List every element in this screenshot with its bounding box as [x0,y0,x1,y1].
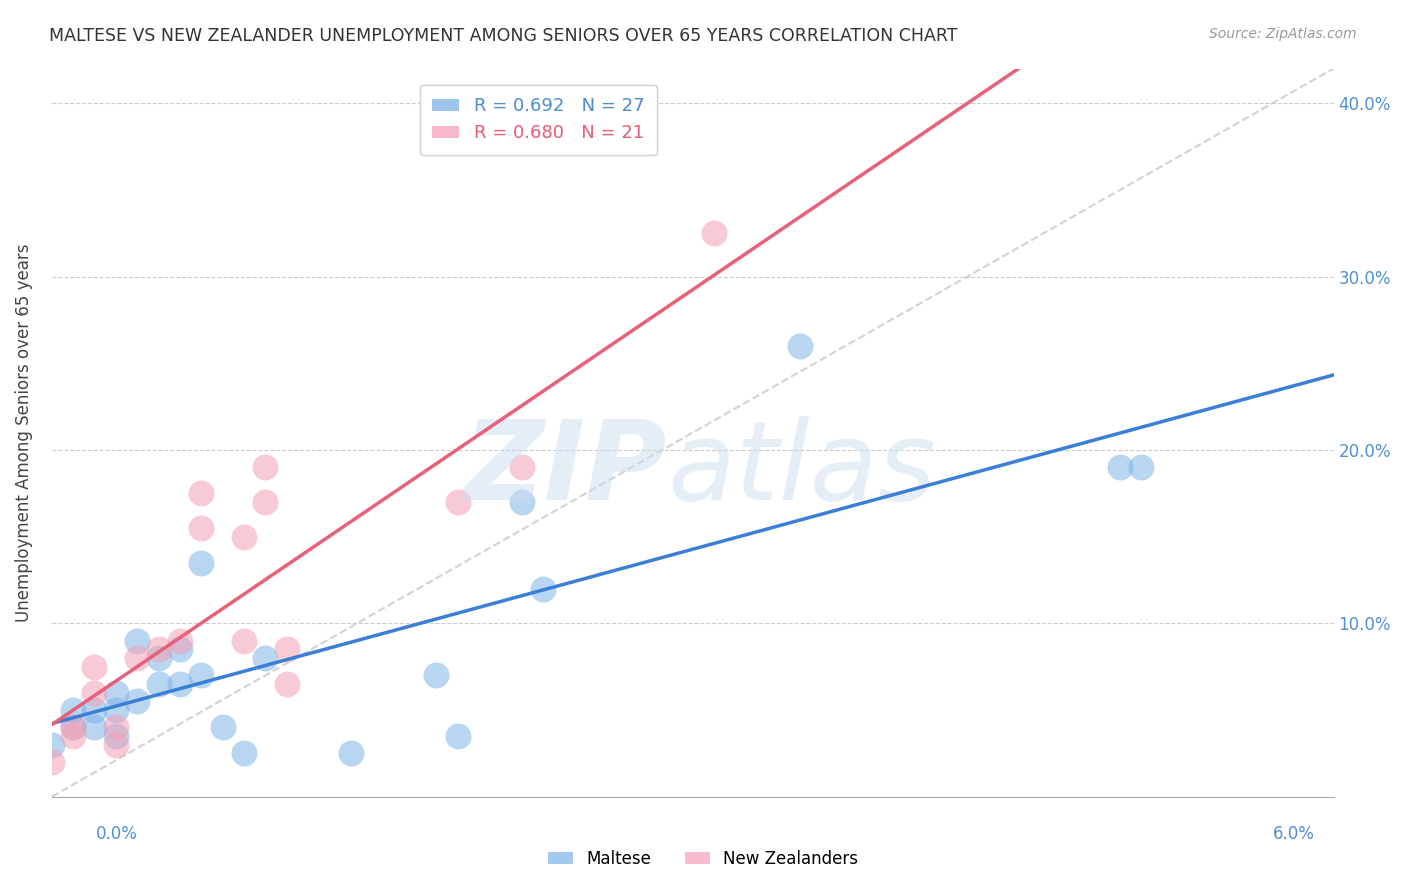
Y-axis label: Unemployment Among Seniors over 65 years: Unemployment Among Seniors over 65 years [15,244,32,622]
Point [789,339,811,353]
Point [104,738,127,752]
Point [190,556,212,570]
Point [233,633,256,648]
Point [169,677,191,691]
Point [41,755,63,769]
Point [254,495,277,509]
Text: Source: ZipAtlas.com: Source: ZipAtlas.com [1209,27,1357,41]
Point [148,642,170,657]
Point [276,677,298,691]
Point [447,495,470,509]
Point [510,495,533,509]
Point [425,668,447,682]
Text: 6.0%: 6.0% [1272,825,1315,843]
Legend: Maltese, New Zealanders: Maltese, New Zealanders [541,844,865,875]
Text: 0.0%: 0.0% [96,825,138,843]
Point [104,729,127,743]
Point [190,521,212,535]
Text: atlas: atlas [666,416,935,523]
Point [531,582,554,596]
Point [233,747,256,761]
Point [62,729,84,743]
Text: MALTESE VS NEW ZEALANDER UNEMPLOYMENT AMONG SENIORS OVER 65 YEARS CORRELATION CH: MALTESE VS NEW ZEALANDER UNEMPLOYMENT AM… [49,27,957,45]
Point [276,642,298,657]
Point [62,720,84,734]
Point [83,686,105,700]
Point [254,460,277,475]
Point [104,703,127,717]
Point [1130,460,1153,475]
Point [148,677,170,691]
Point [104,720,127,734]
Point [83,703,105,717]
Text: ZIP: ZIP [464,416,666,523]
Point [510,460,533,475]
Point [127,694,149,708]
Point [104,686,127,700]
Point [447,729,470,743]
Point [62,720,84,734]
Point [62,703,84,717]
Point [254,651,277,665]
Legend: R = 0.692   N = 27, R = 0.680   N = 21: R = 0.692 N = 27, R = 0.680 N = 21 [420,85,657,155]
Point [148,651,170,665]
Point [41,738,63,752]
Point [233,530,256,544]
Point [169,642,191,657]
Point [169,633,191,648]
Point [83,720,105,734]
Point [340,747,363,761]
Point [1109,460,1132,475]
Point [127,651,149,665]
Point [83,659,105,673]
Point [127,633,149,648]
Point [190,668,212,682]
Point [211,720,233,734]
Point [703,226,725,240]
Point [190,486,212,500]
